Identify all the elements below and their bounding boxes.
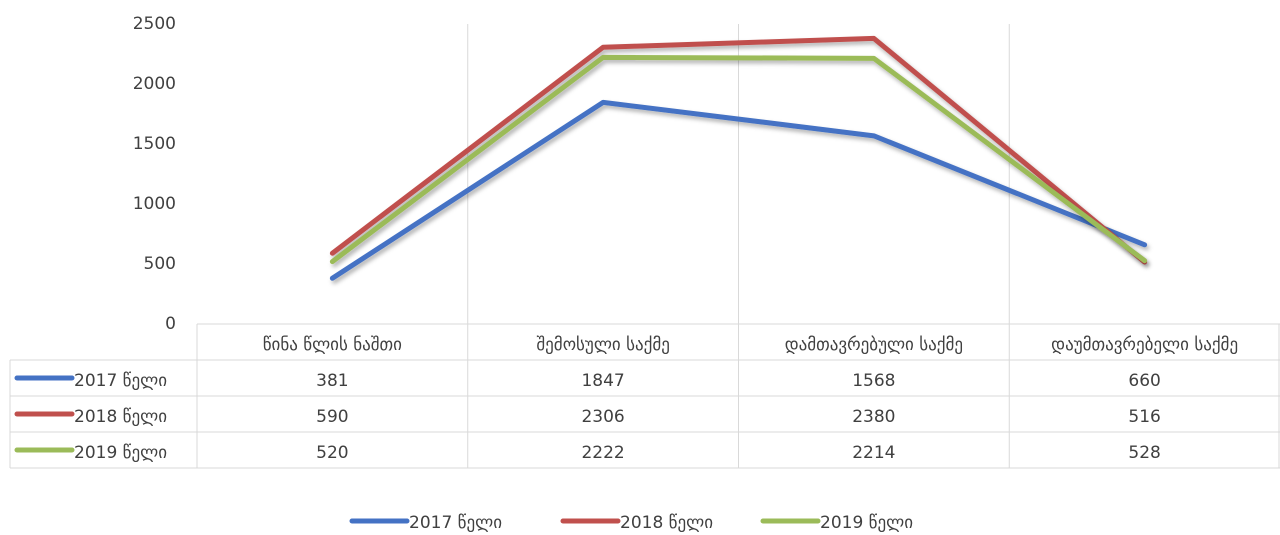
category-label: წინა წლის ნაშთი (263, 335, 402, 355)
category-label: შემოსული საქმე (536, 335, 670, 355)
y-tick-label: 0 (165, 314, 176, 334)
series-line (329, 54, 1148, 265)
category-label: დამთავრებული საქმე (785, 335, 963, 355)
y-tick-label: 2500 (133, 14, 176, 34)
table-value: 381 (316, 371, 348, 391)
table-value: 2306 (581, 407, 624, 427)
table-value: 528 (1128, 443, 1160, 463)
table-value: 2214 (852, 443, 895, 463)
table-value: 2380 (852, 407, 895, 427)
table-series-name: 2019 წელი (74, 443, 167, 463)
table-value: 1568 (852, 371, 895, 391)
table-value: 590 (316, 407, 348, 427)
table-value: 2222 (581, 443, 624, 463)
y-tick-label: 500 (144, 254, 176, 274)
table-series-name: 2018 წელი (74, 407, 167, 427)
table-value: 1847 (581, 371, 624, 391)
series-line (329, 99, 1148, 281)
legend-label: 2018 წელი (620, 513, 713, 533)
table-value: 660 (1128, 371, 1160, 391)
y-tick-label: 1500 (133, 134, 176, 154)
table-value: 516 (1128, 407, 1160, 427)
legend-label: 2017 წელი (409, 513, 502, 533)
table-value: 520 (316, 443, 348, 463)
category-label: დაუმთავრებელი საქმე (1051, 335, 1238, 355)
y-tick-label: 2000 (133, 74, 176, 94)
legend-label: 2019 წელი (820, 513, 913, 533)
y-tick-label: 1000 (133, 194, 176, 214)
table-series-name: 2017 წელი (74, 371, 167, 391)
series-line (329, 35, 1148, 265)
